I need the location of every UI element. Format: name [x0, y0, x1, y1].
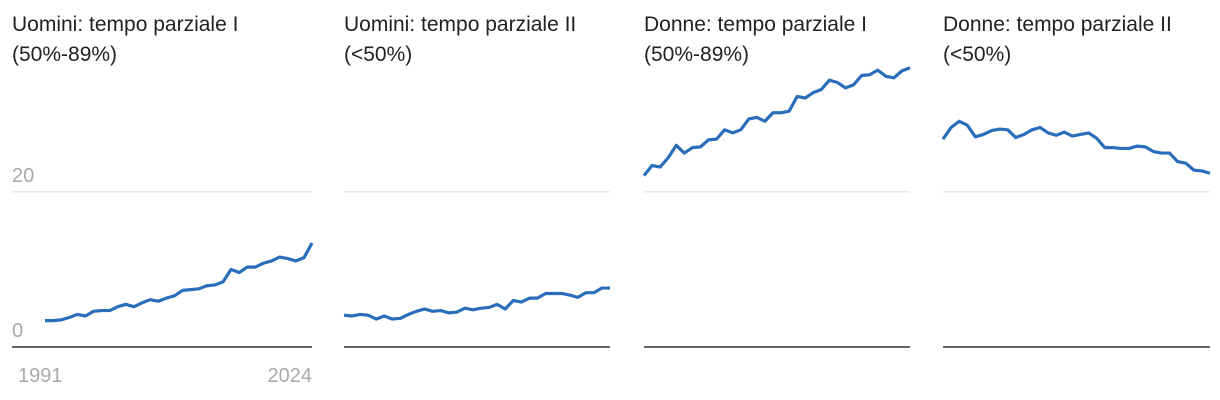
- data-line: [941, 119, 1211, 175]
- panel-title: Uomini: tempo parziale II (<50%): [344, 13, 577, 66]
- data-line: [642, 66, 911, 177]
- y-tick-label: 0: [12, 320, 23, 342]
- panel-title: Donne: tempo parziale I (50%-89%): [644, 13, 867, 66]
- data-line: [343, 286, 610, 321]
- x-tick-label: 2024: [268, 365, 313, 387]
- panel-title: Donne: tempo parziale II (<50%): [943, 13, 1172, 66]
- data-line: [45, 242, 314, 323]
- x-tick-label: 1991: [18, 365, 63, 387]
- panel-title: Uomini: tempo parziale I (50%-89%): [12, 13, 239, 66]
- y-tick-label: 20: [12, 165, 34, 187]
